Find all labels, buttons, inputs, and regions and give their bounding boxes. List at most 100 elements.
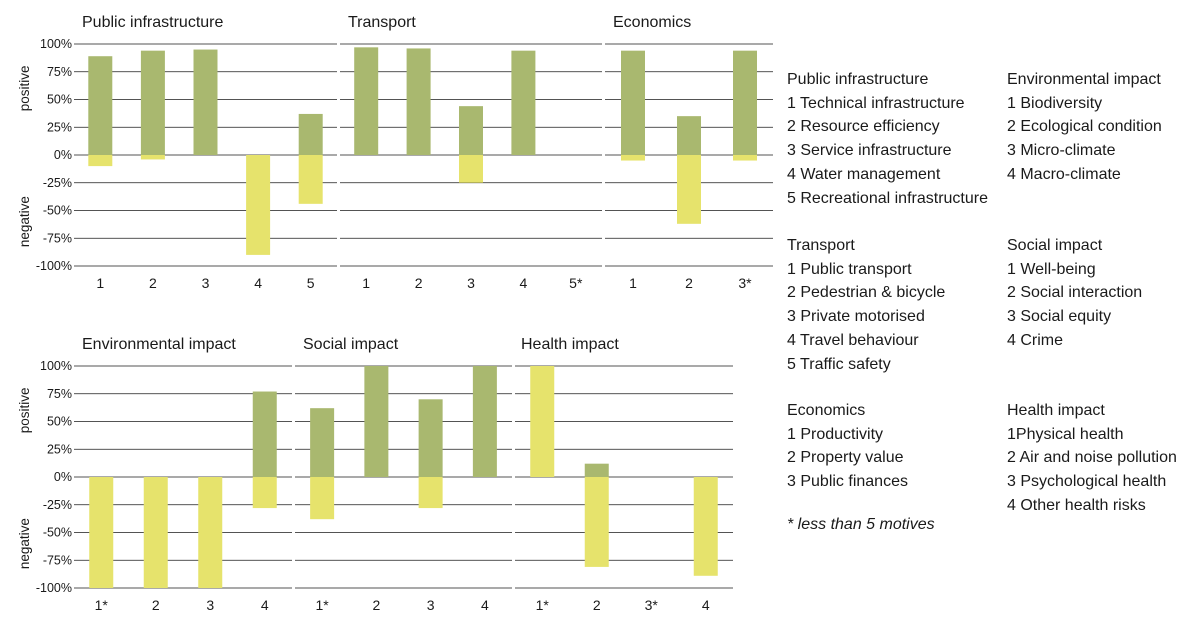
bar-positive (733, 50, 757, 155)
bar-negative (89, 477, 114, 588)
bar-positive (584, 463, 609, 477)
y-tick-label: 50% (47, 415, 72, 429)
x-tick-label: 3 (427, 597, 435, 613)
legend-item: 5 Traffic safety (787, 355, 891, 373)
bar-negative (693, 477, 718, 576)
legend-item: 1Physical health (1007, 425, 1124, 443)
legend-title: Transport (787, 237, 855, 254)
panel-title: Transport (348, 14, 416, 31)
bar-positive (252, 391, 277, 477)
y-tick-label: 0% (54, 470, 72, 484)
x-tick-label: 2 (685, 275, 693, 291)
x-tick-label: 1 (96, 275, 104, 291)
legend-title: Public infrastructure (787, 71, 929, 88)
legend-health-impact: Health impact 1Physical health 2 Air and… (1007, 399, 1177, 518)
x-tick-label: 2 (152, 597, 160, 613)
legend-public-infrastructure: Public infrastructure 1 Technical infras… (787, 68, 988, 210)
y-axis-positive-label: positive (17, 388, 32, 434)
x-tick-label: 2 (593, 597, 601, 613)
legend-item: 1 Public transport (787, 260, 912, 278)
x-tick-label: 2 (149, 275, 157, 291)
legend-item: 3 Psychological health (1007, 473, 1167, 491)
legend-item: 5 Recreational infrastructure (787, 189, 988, 207)
bar-negative (733, 155, 757, 161)
bar-negative (143, 477, 168, 588)
legend-item: 3 Social equity (1007, 308, 1112, 326)
legend-item: 3 Private motorised (787, 308, 925, 326)
bar-negative (310, 477, 335, 520)
bar-negative_filled (530, 366, 555, 477)
bar-negative (298, 155, 323, 204)
legend-title: Social impact (1007, 237, 1103, 254)
x-tick-label: 2 (415, 275, 423, 291)
bar-positive (406, 48, 431, 155)
x-tick-label: 1 (362, 275, 370, 291)
x-tick-label: 1* (536, 597, 550, 613)
y-tick-label: -25% (43, 498, 72, 512)
x-tick-label: 3 (206, 597, 214, 613)
legend-title: Environmental impact (1007, 71, 1161, 88)
x-tick-label: 2 (372, 597, 380, 613)
y-tick-label: -75% (43, 231, 72, 245)
x-tick-label: 3* (645, 597, 659, 613)
bar-negative (621, 155, 645, 161)
legend-item: 4 Crime (1007, 331, 1064, 349)
bar-negative (246, 155, 271, 255)
bar-negative (88, 155, 113, 167)
charts-canvas: 100%75%50%25%0%-25%-50%-75%-100%positive… (17, 14, 773, 613)
y-tick-label: 50% (47, 93, 72, 107)
panel-title: Social impact (303, 336, 399, 353)
bar-positive (140, 50, 165, 155)
x-tick-label: 3* (738, 275, 752, 291)
legend-item: 1 Biodiversity (1007, 94, 1103, 112)
x-tick-label: 3 (202, 275, 210, 291)
bar-negative (459, 155, 483, 183)
bar-positive (88, 56, 113, 155)
bar-negative (677, 155, 701, 224)
y-tick-label: 25% (47, 120, 72, 134)
legend-item: 2 Air and noise pollution (1007, 449, 1177, 467)
bar-positive (459, 106, 483, 155)
legend-item: 3 Public finances (787, 473, 908, 491)
y-tick-label: -100% (36, 259, 72, 273)
x-tick-label: 3 (467, 275, 475, 291)
x-tick-label: 5* (569, 275, 583, 291)
y-tick-label: 75% (47, 387, 72, 401)
bar-negative (252, 477, 277, 509)
y-axis-positive-label: positive (17, 66, 32, 112)
bar-negative (198, 477, 223, 588)
y-tick-label: -75% (43, 553, 72, 567)
panel-title: Health impact (521, 336, 619, 353)
legend-economics: Economics 1 Productivity 2 Property valu… (787, 399, 908, 494)
legend-item: 4 Travel behaviour (787, 331, 919, 349)
x-tick-label: 4 (254, 275, 262, 291)
panel-title: Environmental impact (82, 336, 236, 353)
legend-item: 2 Property value (787, 449, 904, 467)
y-tick-label: 75% (47, 65, 72, 79)
legend-item: 2 Pedestrian & bicycle (787, 284, 946, 302)
y-tick-label: -25% (43, 176, 72, 190)
bar-positive (310, 408, 335, 477)
bar-negative (140, 155, 165, 160)
legend-item: 1 Technical infrastructure (787, 94, 965, 112)
legend-item: 1 Productivity (787, 425, 884, 443)
legend-item: 1 Well-being (1007, 260, 1096, 278)
y-tick-label: -100% (36, 581, 72, 595)
y-tick-label: -50% (43, 204, 72, 218)
legend-item: 3 Micro-climate (1007, 142, 1116, 160)
bar-positive (193, 49, 218, 155)
legend-item: 2 Social interaction (1007, 284, 1143, 302)
legend-environmental-impact: Environmental impact 1 Biodiversity 2 Ec… (1007, 68, 1162, 187)
bar-negative (418, 477, 443, 509)
bar-positive (354, 47, 379, 155)
y-tick-label: 0% (54, 148, 72, 162)
bar-negative (584, 477, 609, 567)
x-tick-label: 4 (481, 597, 489, 613)
legend-item: 4 Macro-climate (1007, 165, 1121, 183)
panel-title: Economics (613, 14, 691, 31)
x-tick-label: 4 (520, 275, 528, 291)
bar-positive (298, 113, 323, 155)
bar-positive (677, 116, 701, 155)
x-tick-label: 1 (629, 275, 637, 291)
x-tick-label: 4 (702, 597, 710, 613)
